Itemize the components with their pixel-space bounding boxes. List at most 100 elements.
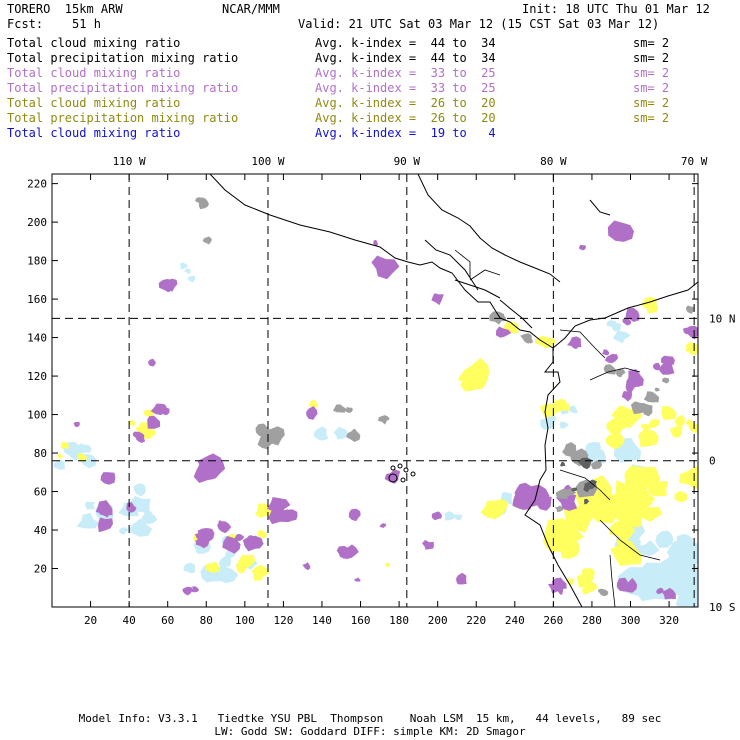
legend-field-label: Total precipitation mixing ratio [7, 51, 239, 65]
violet-cloud-patch [302, 562, 311, 571]
violet-cloud-patch [266, 497, 291, 512]
light-blue-cloud-patch [611, 322, 622, 332]
longitude-label: 70 W [681, 155, 708, 168]
light-blue-cloud-patch [687, 572, 698, 588]
yellow-precip-patch [487, 498, 509, 517]
violet-cloud-patch [548, 580, 565, 594]
violet-cloud-patch [348, 508, 361, 522]
y-tick-label: 160 [27, 293, 47, 306]
galapagos-island [388, 473, 398, 483]
legend-k-index: Avg. k-index = 26 to 20 [315, 111, 496, 125]
gray-cloud-patch [591, 460, 603, 470]
gray-cloud-patch [520, 333, 532, 344]
yellow-precip-patch [616, 537, 632, 550]
violet-cloud-patch [512, 492, 531, 510]
model-name: TORERO 15km ARW [7, 2, 123, 16]
violet-cloud-patch [625, 379, 636, 393]
yellow-precip-patch [648, 418, 660, 429]
light-blue-cloud-patch [559, 421, 569, 429]
gray-cloud-patch [346, 428, 361, 442]
gray-cloud-patch [603, 364, 617, 375]
yellow-precip-patch [635, 504, 647, 515]
country-border [559, 469, 611, 501]
violet-cloud-patch [683, 326, 694, 335]
galapagos-island [410, 471, 416, 477]
coastline [417, 174, 561, 283]
light-blue-cloud-patch [676, 576, 689, 589]
x-tick-label: 100 [235, 614, 255, 627]
light-blue-cloud-patch [313, 426, 329, 441]
gray-cloud-patch [643, 391, 660, 403]
coastline-layer [209, 174, 698, 607]
violet-cloud-patch [197, 528, 215, 543]
light-blue-cloud-patch [540, 414, 557, 430]
violet-cloud-patch [182, 586, 193, 596]
longitude-label: 110 W [113, 155, 146, 168]
yellow-precip-patch [308, 399, 318, 409]
x-tick-label: 280 [582, 614, 602, 627]
legend-smoothing: sm= 2 [633, 96, 670, 110]
yellow-precip-patch [640, 423, 651, 432]
legend-k-index: Avg. k-index = 44 to 34 [315, 51, 496, 65]
gray-cloud-patch [685, 305, 695, 314]
violet-cloud-patch [652, 362, 661, 371]
longitude-label: 100 W [251, 155, 284, 168]
footer-model-info: Model Info: V3.3.1 Tiedtke YSU PBL Thomp… [78, 712, 662, 725]
light-blue-cloud-patch [616, 447, 631, 458]
x-tick-label: 200 [428, 614, 448, 627]
country-border [599, 519, 661, 561]
legend-field-label: Total cloud mixing ratio [7, 36, 181, 50]
yellow-precip-patch [685, 419, 695, 427]
yellow-precip-patch [685, 341, 698, 356]
forecast-hour: Fcst: 51 h [7, 17, 101, 31]
violet-cloud-patch [661, 355, 675, 365]
yellow-precip-patch [56, 453, 64, 459]
light-blue-cloud-patch [612, 330, 631, 344]
latitude-label: 0 [709, 455, 716, 468]
yellow-precip-patch [605, 433, 625, 450]
violet-cloud-patch [496, 326, 512, 338]
violet-cloud-patch [373, 239, 379, 247]
x-tick-label: 180 [389, 614, 409, 627]
coastline [499, 299, 533, 329]
violet-cloud-patch [431, 293, 444, 306]
x-tick-label: 240 [505, 614, 525, 627]
violet-cloud-patch [540, 500, 549, 507]
violet-cloud-patch [378, 265, 388, 272]
y-tick-label: 60 [34, 486, 47, 499]
legend-k-index: Avg. k-index = 33 to 25 [315, 66, 496, 80]
country-border [469, 269, 501, 281]
coastline [454, 279, 501, 299]
yellow-precip-patch [634, 467, 647, 478]
legend-field-label: Total cloud mixing ratio [7, 66, 181, 80]
valid-time: Valid: 21 UTC Sat 03 Mar 12 (15 CST Sat … [298, 17, 660, 31]
coastline [552, 281, 698, 349]
x-tick-label: 80 [200, 614, 213, 627]
yellow-precip-patch [251, 564, 270, 581]
light-blue-cloud-patch [183, 562, 195, 574]
violet-cloud-patch [354, 577, 361, 582]
legend-field-label: Total precipitation mixing ratio [7, 111, 239, 125]
violet-cloud-patch [190, 586, 200, 593]
country-border [609, 554, 616, 607]
yellow-precip-patch [257, 530, 268, 539]
yellow-precip-patch [60, 441, 69, 449]
legend-smoothing: sm= 2 [633, 111, 670, 125]
yellow-precip-patch [540, 336, 557, 348]
yellow-precip-patch [646, 303, 659, 314]
center-name: NCAR/MMM [222, 2, 280, 16]
violet-cloud-patch [456, 572, 467, 585]
x-tick-label: 320 [659, 614, 679, 627]
violet-cloud-patch [217, 520, 228, 529]
yellow-precip-patch [669, 425, 683, 438]
galapagos-island [403, 467, 409, 473]
light-blue-cloud-patch [568, 405, 578, 414]
gray-cloud-patch [378, 415, 390, 425]
country-border [589, 367, 641, 381]
legend-field-label: Total cloud mixing ratio [7, 96, 181, 110]
light-blue-cloud-patch [444, 511, 455, 521]
yellow-precip-patch [674, 491, 687, 502]
violet-cloud-patch [148, 358, 156, 367]
x-tick-label: 300 [621, 614, 641, 627]
yellow-precip-patch [576, 571, 594, 588]
